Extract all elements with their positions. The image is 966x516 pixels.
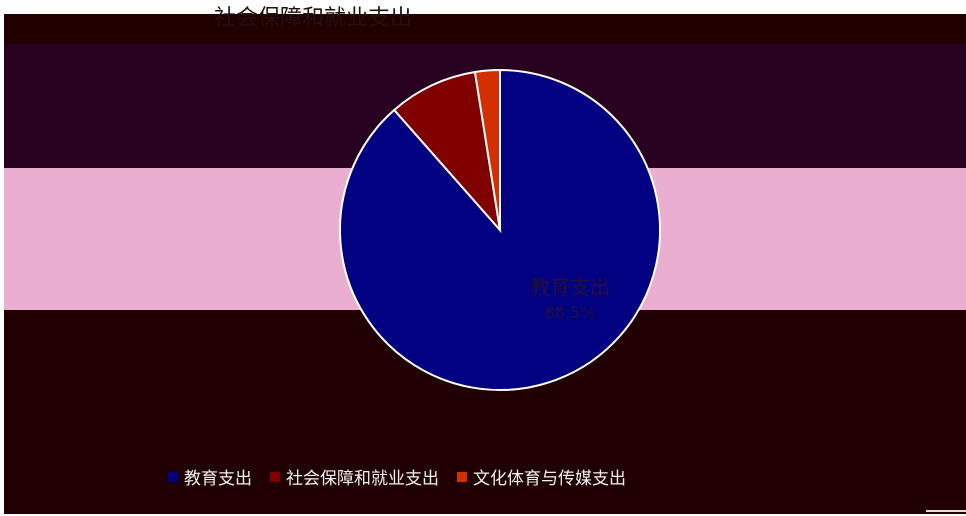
legend-label-culture: 文化体育与传媒支出 xyxy=(473,469,626,489)
slice-label-percent: 88.5% xyxy=(545,303,596,322)
legend-swatch-social-security xyxy=(270,471,280,482)
legend-item-education: 教育支出 xyxy=(168,464,252,489)
corner-mark xyxy=(926,510,966,512)
pie-slice-2 xyxy=(473,68,501,231)
pie-slice-1 xyxy=(392,70,502,234)
legend-swatch-education xyxy=(168,471,178,482)
legend-item-social-security: 社会保障和就业支出 xyxy=(270,464,439,489)
chart-legend: 教育支出 社会保障和就业支出 文化体育与传媒支出 xyxy=(168,464,626,489)
legend-label-social-security: 社会保障和就业支出 xyxy=(286,469,439,489)
legend-swatch-culture xyxy=(457,471,467,482)
legend-label-education: 教育支出 xyxy=(184,469,252,489)
chart-title: 社会保障和就业支出 xyxy=(214,6,413,31)
slice-label-name: 教育支出 xyxy=(530,275,610,299)
background-band-top xyxy=(4,14,966,44)
legend-item-culture: 文化体育与传媒支出 xyxy=(457,464,626,489)
